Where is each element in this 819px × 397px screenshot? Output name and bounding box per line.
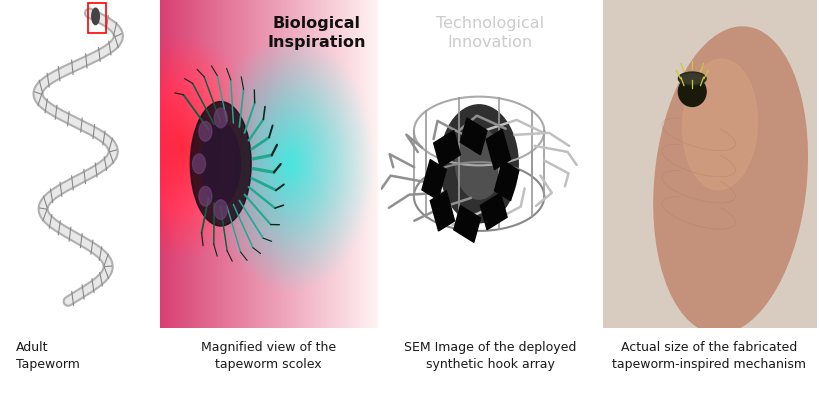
- Circle shape: [92, 8, 99, 25]
- Ellipse shape: [681, 59, 757, 190]
- Bar: [422, 160, 446, 200]
- Circle shape: [455, 128, 502, 199]
- Ellipse shape: [680, 74, 703, 83]
- Bar: [486, 129, 510, 170]
- Bar: [430, 191, 454, 231]
- Ellipse shape: [677, 72, 705, 85]
- Bar: [494, 160, 518, 201]
- Text: Magnified view of the
tapeworm scolex: Magnified view of the tapeworm scolex: [201, 341, 336, 372]
- Bar: [453, 206, 480, 242]
- Ellipse shape: [199, 186, 211, 206]
- Ellipse shape: [201, 123, 240, 205]
- Bar: [459, 118, 486, 155]
- Text: Technological
Innovation: Technological Innovation: [436, 16, 543, 50]
- Ellipse shape: [214, 108, 227, 128]
- Ellipse shape: [190, 102, 251, 226]
- Text: Biological
Inspiration: Biological Inspiration: [267, 16, 365, 50]
- Bar: [433, 131, 459, 167]
- Ellipse shape: [677, 77, 705, 106]
- Bar: [88, 3, 106, 33]
- Ellipse shape: [653, 27, 807, 333]
- Text: Adult
Tapeworm: Adult Tapeworm: [16, 341, 80, 372]
- Text: Actual size of the fabricated
tapeworm-inspired mechanism: Actual size of the fabricated tapeworm-i…: [612, 341, 805, 372]
- Ellipse shape: [192, 154, 206, 173]
- Bar: [480, 193, 506, 230]
- Text: SEM Image of the deployed
synthetic hook array: SEM Image of the deployed synthetic hook…: [403, 341, 576, 372]
- Ellipse shape: [214, 200, 227, 220]
- Ellipse shape: [199, 121, 211, 141]
- Circle shape: [440, 105, 518, 223]
